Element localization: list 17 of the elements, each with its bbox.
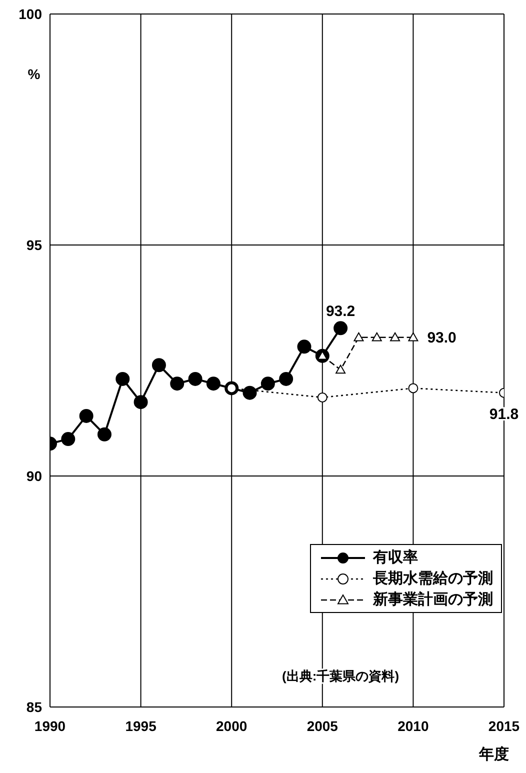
legend-label: 有収率 (373, 548, 418, 568)
data-label: 93.2 (326, 303, 356, 320)
y-tick-label: 95 (26, 236, 42, 253)
y-tick-label: 90 (26, 468, 42, 484)
y-axis-title: % (28, 66, 41, 82)
x-tick-label: 1990 (34, 718, 66, 734)
x-tick-label: 2000 (216, 718, 248, 734)
legend-label: 長期水需給の予測 (373, 569, 493, 588)
x-tick-label: 2015 (488, 718, 520, 734)
x-tick-label: 2005 (306, 718, 338, 734)
x-tick-label: 1995 (125, 718, 157, 734)
data-label: 93.0 (427, 329, 456, 346)
y-tick-label: 85 (26, 698, 42, 715)
x-axis-title: 年度 (478, 745, 509, 763)
legend-label: 新事業計画の予測 (373, 590, 493, 610)
x-tick-label: 2010 (398, 718, 429, 734)
y-tick-label: 100 (18, 6, 42, 22)
